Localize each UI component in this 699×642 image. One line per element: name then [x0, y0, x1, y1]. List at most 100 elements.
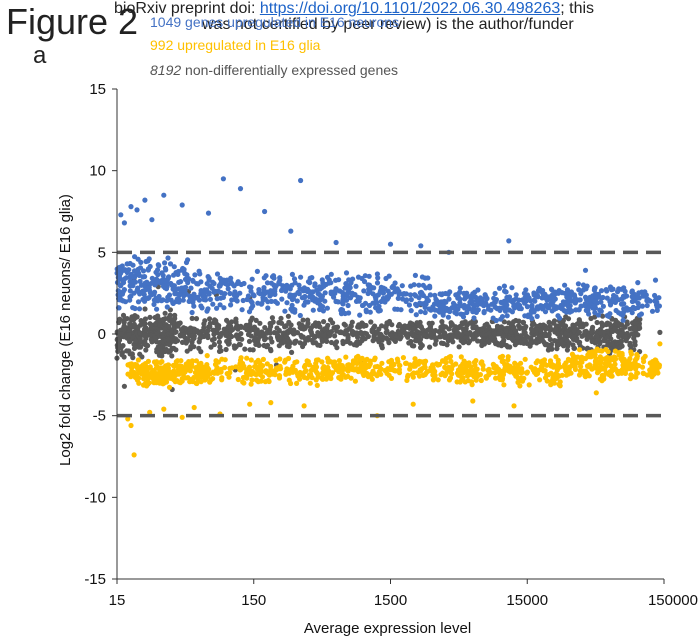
neuron-point — [206, 277, 212, 283]
neuron-point — [196, 268, 202, 274]
glia-point — [634, 370, 640, 376]
nonde-point — [344, 338, 350, 345]
neuron-point — [182, 270, 188, 277]
nonde-point — [120, 312, 127, 318]
x-tick-label: 15 — [109, 592, 126, 609]
nonde-point — [169, 353, 175, 359]
nonde-point — [452, 324, 459, 330]
nonde-point — [164, 347, 170, 353]
glia-point — [308, 371, 314, 378]
neuron-point — [272, 288, 278, 294]
nonde-point — [187, 327, 193, 333]
neuron-point — [300, 288, 306, 294]
glia-point — [628, 349, 634, 355]
glia-point — [419, 366, 425, 372]
glia-point — [338, 366, 344, 372]
glia-point — [189, 361, 195, 367]
nonde-point — [322, 326, 328, 332]
neuron-point — [492, 304, 498, 310]
neuron-point — [346, 310, 352, 316]
glia-point — [352, 359, 358, 365]
nonde-point — [157, 322, 163, 328]
glia-point — [145, 358, 151, 364]
neuron-point — [273, 283, 279, 289]
neuron-point — [607, 302, 614, 308]
neuron-point — [214, 271, 221, 277]
neuron-point — [136, 272, 142, 278]
neuron-point — [462, 296, 468, 302]
nonde-point — [291, 331, 297, 337]
glia-point — [179, 414, 185, 420]
neuron-point — [251, 293, 257, 299]
neuron-point — [116, 276, 122, 282]
nonde-point — [163, 322, 169, 328]
nonde-point — [456, 344, 462, 350]
nonde-point — [130, 334, 136, 340]
neuron-point — [527, 312, 533, 318]
glia-point — [555, 372, 561, 378]
glia-point — [410, 374, 416, 380]
nonde-point — [398, 323, 404, 330]
nonde-point — [405, 334, 411, 340]
nonde-point — [444, 342, 450, 348]
glia-point — [374, 363, 380, 370]
glia-point — [246, 364, 253, 370]
glia-point — [169, 371, 175, 377]
neuron-point — [632, 298, 638, 304]
nonde-point — [342, 331, 348, 337]
nonde-point — [547, 327, 553, 333]
glia-point — [359, 355, 365, 361]
glia-point — [170, 376, 177, 383]
neuron-point — [166, 292, 173, 298]
neuron-point — [310, 289, 316, 295]
nonde-point — [148, 332, 154, 338]
neuron-point — [298, 177, 304, 184]
nonde-point — [262, 337, 268, 343]
glia-point — [183, 361, 189, 367]
neuron-point — [209, 285, 215, 291]
neuron-point — [279, 296, 285, 302]
neuron-point — [119, 263, 125, 269]
nonde-point — [554, 346, 560, 352]
glia-point — [501, 382, 507, 388]
glia-point — [615, 371, 621, 377]
neuron-point — [506, 238, 512, 244]
nonde-point — [193, 316, 200, 322]
nonde-point — [331, 325, 337, 331]
glia-point — [493, 375, 499, 381]
nonde-point — [250, 347, 256, 353]
glia-point — [226, 374, 232, 380]
nonde-point — [578, 324, 584, 330]
nonde-point — [397, 331, 403, 337]
neuron-point — [504, 302, 510, 308]
doi-link[interactable]: https://doi.org/10.1101/2022.06.30.49826… — [259, 0, 561, 17]
panel-label: a — [33, 42, 47, 69]
glia-point — [450, 362, 456, 369]
nonde-point — [223, 330, 229, 336]
neuron-point — [578, 303, 584, 309]
nonde-point — [637, 316, 643, 322]
nonde-point — [137, 330, 143, 336]
glia-point — [135, 357, 141, 363]
nonde-point — [432, 335, 438, 341]
nonde-point — [496, 324, 502, 330]
neuron-point — [298, 274, 304, 280]
glia-point — [189, 378, 195, 384]
neuron-point — [389, 284, 395, 290]
nonde-point — [181, 332, 187, 338]
figure-label: Figure 2 — [6, 1, 139, 42]
nonde-point — [310, 340, 316, 346]
nonde-point — [462, 319, 468, 325]
glia-point — [388, 375, 395, 381]
neuron-point — [490, 315, 496, 321]
x-axis-label: Average expression level — [304, 620, 471, 637]
neuron-point — [312, 296, 319, 302]
glia-point — [505, 357, 511, 363]
nonde-point — [267, 346, 274, 352]
neuron-point — [188, 285, 194, 291]
glia-point — [358, 363, 364, 369]
neuron-point — [567, 307, 573, 313]
glia-point — [577, 347, 583, 353]
neuron-point — [215, 288, 221, 294]
